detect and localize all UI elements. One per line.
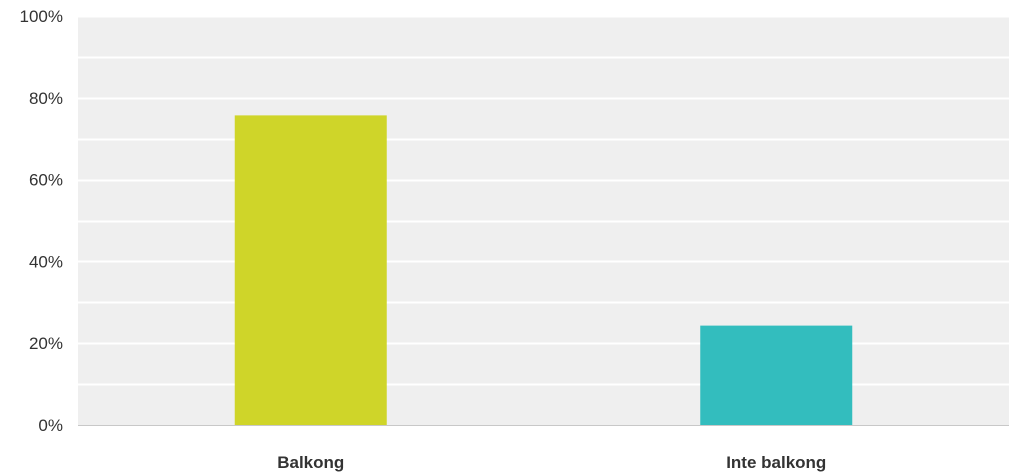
y-tick-label: 100% (20, 7, 63, 26)
y-tick-label: 60% (29, 171, 63, 190)
y-tick-label: 0% (38, 416, 63, 435)
y-tick-label: 40% (29, 252, 63, 271)
x-axis-labels: Balkong Inte balkong (277, 453, 826, 472)
x-category-label: Balkong (277, 453, 344, 472)
gridlines (78, 15, 1009, 386)
y-tick-label: 20% (29, 334, 63, 353)
bar-inte-balkong[interactable] (700, 325, 853, 425)
bar-balkong[interactable] (234, 115, 387, 426)
x-category-label: Inte balkong (726, 453, 826, 472)
y-axis-ticks: 0% 20% 40% 60% 80% 100% (20, 7, 63, 435)
y-tick-label: 80% (29, 89, 63, 108)
bars (234, 115, 853, 426)
